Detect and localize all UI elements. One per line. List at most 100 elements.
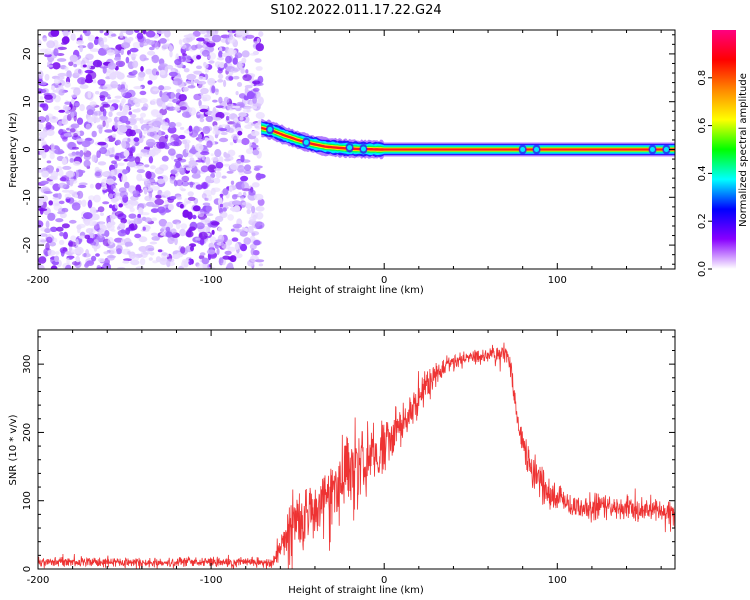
noise-speckle [248,189,256,196]
noise-speckle [200,165,209,173]
noise-speckle [68,61,74,67]
noise-speckle [227,262,234,269]
noise-speckle [175,122,182,127]
noise-speckle [243,169,252,175]
noise-speckle [152,120,162,128]
noise-speckle [110,184,115,191]
noise-speckle [55,218,64,223]
noise-speckle [86,116,94,123]
noise-speckle [215,239,224,243]
noise-speckle [160,228,165,233]
noise-speckle [239,116,244,121]
noise-speckle [112,192,122,196]
noise-speckle [165,64,174,70]
noise-speckle [210,187,216,196]
noise-speckle [101,183,108,191]
noise-speckle [200,151,210,156]
noise-speckle [225,55,232,64]
noise-speckle [50,85,55,91]
noise-speckle [151,54,160,64]
noise-speckle [50,143,55,150]
noise-speckle [107,221,111,228]
noise-speckle [87,91,92,99]
noise-speckle [91,255,97,262]
signal-blob-core [520,147,526,152]
noise-speckle [254,58,262,63]
noise-speckle [254,193,264,201]
noise-speckle [70,123,80,129]
noise-speckle [205,115,214,123]
noise-speckle [238,192,242,197]
noise-speckle [231,113,236,119]
noise-speckle [227,36,236,44]
noise-speckle [81,199,87,207]
noise-speckle [121,174,128,183]
noise-speckle [212,107,217,113]
noise-speckle [175,222,181,230]
noise-speckle [234,242,240,250]
noise-speckle [150,165,156,170]
spectrogram-y-axis-label: Frequency (Hz) [8,112,19,188]
colorbar-label: Normalized spectral amplitude [738,73,749,227]
noise-speckle [50,30,60,37]
noise-speckle [73,30,82,33]
noise-speckle [168,45,174,52]
snr-x-tick-label: -200 [27,575,50,586]
noise-speckle [218,50,223,59]
noise-speckle [188,107,197,116]
noise-speckle [61,189,71,193]
noise-speckle [46,249,56,256]
noise-speckle [109,154,116,158]
noise-speckle [84,261,89,267]
noise-speckle [114,121,118,130]
noise-speckle [198,139,203,143]
figure-title: S102.2022.011.17.22.G24 [270,3,441,18]
noise-speckle [53,105,61,111]
noise-speckle [160,191,170,196]
noise-speckle [83,146,87,153]
noise-speckle [139,117,144,124]
noise-speckle [90,206,97,215]
noise-speckle [87,199,93,209]
noise-speckle [137,163,145,170]
noise-speckle [144,217,152,223]
noise-speckle [138,236,148,243]
noise-speckle [52,62,61,70]
noise-speckle [249,53,257,56]
noise-speckle [122,260,130,264]
noise-speckle [129,207,135,213]
noise-speckle [132,190,140,196]
noise-speckle [130,160,135,168]
noise-speckle [159,257,168,265]
noise-speckle [69,128,76,133]
noise-speckle [158,218,168,227]
noise-speckle [237,63,244,68]
noise-speckle [119,190,128,198]
noise-speckle [137,213,142,219]
noise-speckle [199,208,206,212]
noise-speckle [57,46,67,51]
noise-speckle [255,43,264,52]
noise-speckle [83,253,87,257]
noise-speckle [111,160,117,164]
noise-speckle [180,223,188,230]
noise-speckle [45,115,50,123]
noise-speckle [93,246,98,252]
noise-speckle [96,124,104,130]
spectrogram-x-tick-label: -200 [27,275,50,286]
noise-speckle [38,123,44,130]
noise-speckle [205,213,214,217]
noise-speckle [241,50,250,58]
noise-speckle [154,148,161,152]
noise-speckle [45,250,49,257]
noise-speckle [229,206,239,212]
noise-speckle [115,139,121,145]
noise-speckle [186,73,196,81]
noise-speckle [218,73,224,80]
noise-speckle [140,212,150,216]
noise-speckle [221,175,227,179]
noise-speckle [123,258,132,262]
noise-speckle [121,42,131,49]
noise-speckle [59,239,65,245]
